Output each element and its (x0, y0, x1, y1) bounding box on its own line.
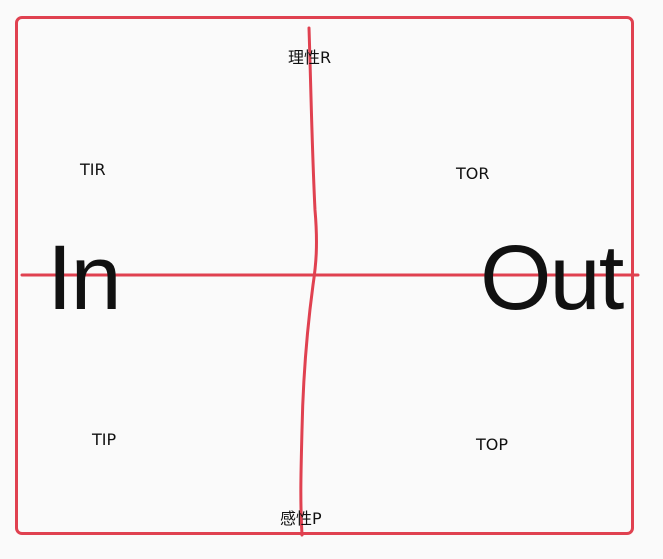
quadrant-label-tir: TIR (80, 160, 106, 179)
quadrant-label-tip: TIP (92, 430, 117, 449)
axis-label-out: Out (480, 227, 624, 329)
vertical-axis (299, 26, 318, 537)
quadrant-label-top: TOP (476, 435, 509, 454)
axis-label-in: In (47, 227, 122, 329)
quadrant-label-tor: TOR (456, 164, 490, 183)
axis-label-rational: 理性R (288, 48, 332, 67)
axis-label-perceptual: 感性P (280, 509, 322, 528)
